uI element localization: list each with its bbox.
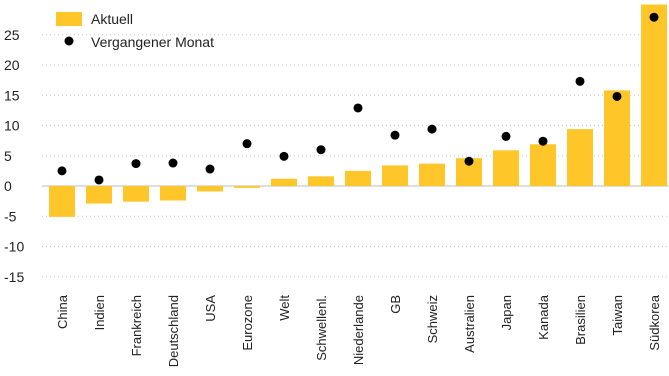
point-schwellenl- bbox=[316, 145, 326, 155]
bar-kanada bbox=[530, 144, 556, 186]
point-japan bbox=[501, 131, 511, 141]
category-label: Niederlande bbox=[351, 295, 366, 365]
category-label: Japan bbox=[499, 295, 514, 330]
bar-gb bbox=[382, 165, 408, 186]
legend-marker-vergangener-monat bbox=[64, 36, 74, 46]
category-label: Indien bbox=[92, 295, 107, 330]
category-label: China bbox=[55, 294, 70, 329]
y-tick-label: -15 bbox=[4, 269, 24, 285]
point-südkorea bbox=[649, 12, 659, 22]
bar-usa bbox=[197, 186, 223, 192]
point-niederlande bbox=[353, 103, 363, 113]
dots bbox=[57, 12, 659, 185]
legend-label-aktuell: Aktuell bbox=[91, 11, 133, 27]
point-frankreich bbox=[131, 159, 141, 169]
x-axis-labels: China Indien Frankreich Deutschland USA Euroz… bbox=[55, 294, 662, 367]
point-china bbox=[57, 166, 67, 176]
point-schweiz bbox=[427, 124, 437, 134]
category-label: USA bbox=[203, 295, 218, 322]
y-tick-label: 0 bbox=[4, 178, 12, 194]
category-label: Taiwan bbox=[610, 295, 625, 335]
category-label: Eurozone bbox=[240, 295, 255, 351]
bar-brasilien bbox=[567, 129, 593, 186]
point-eurozone bbox=[242, 139, 252, 149]
point-deutschland bbox=[168, 158, 178, 168]
point-gb bbox=[390, 130, 400, 140]
bar-china bbox=[49, 186, 75, 217]
category-label: Schwellenl. bbox=[314, 295, 329, 361]
point-indien bbox=[94, 175, 104, 185]
y-axis-ticks: -15 -10 -5 0 5 10 15 20 25 bbox=[4, 27, 24, 285]
point-usa bbox=[205, 164, 215, 174]
point-kanada bbox=[538, 136, 548, 146]
category-label: Deutschland bbox=[166, 295, 181, 367]
bar-eurozone bbox=[234, 186, 260, 188]
bar-welt bbox=[271, 178, 297, 186]
y-tick-label: -10 bbox=[4, 239, 24, 255]
bar-taiwan bbox=[604, 90, 630, 186]
y-tick-label: 5 bbox=[4, 148, 12, 164]
point-brasilien bbox=[575, 76, 585, 86]
category-label: Brasilien bbox=[573, 295, 588, 345]
bar-schweiz bbox=[419, 163, 445, 186]
category-label: Kanada bbox=[536, 294, 551, 340]
y-tick-label: 10 bbox=[4, 118, 20, 134]
y-tick-label: 15 bbox=[4, 87, 20, 103]
bars bbox=[49, 4, 667, 217]
category-label: Schweiz bbox=[425, 295, 440, 343]
bar-niederlande bbox=[345, 170, 371, 186]
y-tick-label: -5 bbox=[4, 208, 17, 224]
point-welt bbox=[279, 151, 289, 161]
point-taiwan bbox=[612, 91, 622, 101]
legend-swatch-aktuell bbox=[56, 12, 82, 26]
bar-schwellenl- bbox=[308, 176, 334, 186]
y-tick-label: 25 bbox=[4, 27, 20, 43]
category-label: Welt bbox=[277, 295, 292, 321]
legend-label-vergangener-monat: Vergangener Monat bbox=[91, 34, 214, 50]
bar-frankreich bbox=[123, 186, 149, 202]
bar-südkorea bbox=[641, 4, 667, 186]
y-tick-label: 20 bbox=[4, 57, 20, 73]
bar-indien bbox=[86, 186, 112, 204]
point-australien bbox=[464, 156, 474, 166]
bar-japan bbox=[493, 150, 519, 186]
category-label: GB bbox=[388, 295, 403, 314]
category-label: Frankreich bbox=[129, 295, 144, 356]
legend: Aktuell Vergangener Monat bbox=[56, 11, 214, 50]
category-label: Australien bbox=[462, 295, 477, 353]
bar-deutschland bbox=[160, 186, 186, 201]
category-label: Südkorea bbox=[647, 294, 662, 350]
